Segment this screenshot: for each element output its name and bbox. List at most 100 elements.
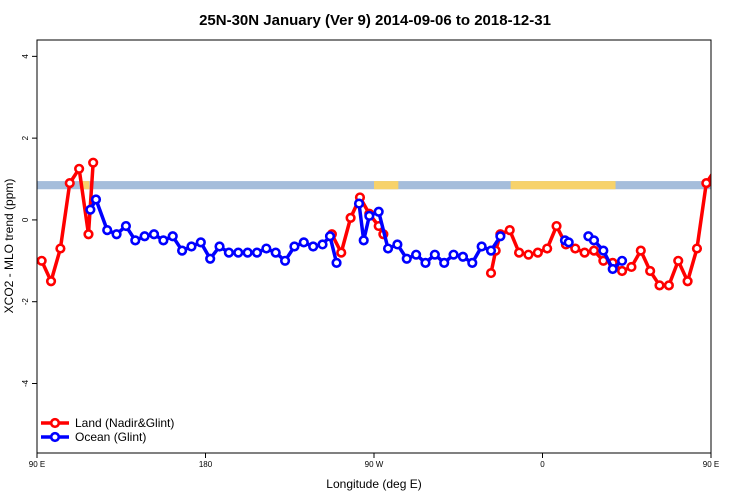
ocean-glint-point <box>139 231 150 242</box>
land-nadir-glint-point <box>721 230 729 238</box>
legend: Land (Nadir&Glint)Ocean (Glint) <box>41 416 174 444</box>
ocean-glint-point <box>195 237 206 248</box>
ocean-glint-point <box>411 249 422 260</box>
land-nadir-glint-point <box>570 243 581 254</box>
land-nadir-glint-point <box>64 178 75 189</box>
ocean-glint-point <box>607 263 618 275</box>
land-nadir-glint-point <box>88 157 99 168</box>
ocean-glint-point <box>308 241 319 252</box>
ocean-glint-point <box>251 247 263 258</box>
legend-marker-land-nadir-glint <box>49 417 61 429</box>
legend-label-ocean-glint: Ocean (Glint) <box>75 430 146 444</box>
ocean-glint-point <box>467 257 478 268</box>
land-nadir-glint-point <box>635 245 646 256</box>
x-tick-label: 90 E <box>29 460 45 469</box>
y-tick-label: -4 <box>21 379 30 387</box>
land-span-0 <box>80 181 90 190</box>
ocean-glint-line-segment <box>727 199 750 250</box>
legend-label-land-nadir-glint: Land (Nadir&Glint) <box>75 416 174 430</box>
land-nadir-glint-point <box>45 276 57 287</box>
chart-title: 25N-30N January (Ver 9) 2014-09-06 to 20… <box>199 12 551 29</box>
land-nadir-glint-point <box>55 243 66 254</box>
ocean-glint-point <box>158 235 169 246</box>
land-nadir-glint-point <box>710 166 711 171</box>
y-tick-label: 2 <box>21 135 30 140</box>
ocean-glint-point <box>476 241 487 252</box>
ocean-glint-point <box>563 237 574 248</box>
ocean-glint-point <box>616 255 628 266</box>
ocean-glint-point <box>598 245 609 256</box>
land-nadir-glint-point <box>579 247 590 258</box>
land-nadir-glint-point <box>726 159 734 167</box>
ocean-glint-point <box>167 231 178 242</box>
land-nadir-glint-point <box>504 225 515 236</box>
land-nadir-glint-point <box>626 261 637 273</box>
ocean-glint-point <box>186 241 197 252</box>
ocean-glint-point <box>205 253 216 264</box>
land-nadir-glint-point <box>37 255 47 266</box>
series-layer <box>37 157 750 291</box>
land-ocean-strip <box>37 181 711 190</box>
x-tick-label: 90 W <box>365 460 384 469</box>
ocean-glint-point <box>233 247 244 258</box>
ocean-glint-point <box>382 243 394 254</box>
land-nadir-glint-point <box>673 255 684 266</box>
land-nadir-glint-point <box>513 247 525 258</box>
ocean-glint-point <box>358 235 369 246</box>
land-nadir-glint-point <box>645 265 656 277</box>
x-tick-label: 180 <box>199 460 213 469</box>
y-axis-title: XCO2 - MLO trend (ppm) <box>2 179 16 314</box>
y-tick-label: -2 <box>21 298 30 306</box>
ocean-glint-point <box>270 247 281 258</box>
ocean-glint-point <box>740 226 748 234</box>
x-axis: 90 E 180 90 W 0 90 E <box>29 453 719 469</box>
ocean-glint-point <box>289 241 300 252</box>
land-span-2 <box>510 181 616 190</box>
x-tick-label: 0 <box>540 460 545 469</box>
ocean-glint-point <box>373 206 384 217</box>
ocean-glint-point <box>261 243 272 254</box>
land-nadir-glint-point <box>616 265 628 277</box>
ocean-glint-point <box>439 257 450 268</box>
ocean-glint-point <box>448 249 459 260</box>
x-tick-label: 90 E <box>703 460 719 469</box>
y-tick-label: 4 <box>21 54 30 59</box>
ocean-glint-line-segment <box>88 197 339 264</box>
ocean-glint-point <box>130 235 141 246</box>
ocean-glint-point <box>331 257 342 268</box>
ocean-glint-point <box>120 220 132 232</box>
ocean-glint-point <box>148 229 160 240</box>
ocean-glint-point <box>242 247 253 258</box>
ocean-glint-point <box>364 210 375 221</box>
ocean-glint-point <box>457 251 469 262</box>
ocean-glint-point <box>223 247 235 258</box>
land-nadir-glint-point <box>551 220 562 232</box>
ocean-glint-point <box>485 245 497 256</box>
y-axis: -4 -2 0 2 4 <box>21 54 37 387</box>
ocean-glint-point <box>279 255 291 266</box>
land-nadir-glint-point <box>691 243 703 254</box>
land-nadir-glint-point <box>532 247 543 258</box>
plot-frame <box>36 39 712 454</box>
legend-marker-ocean-glint <box>49 431 61 443</box>
land-nadir-glint-point <box>336 247 347 258</box>
ocean-glint-point <box>729 196 737 204</box>
ocean-glint-point <box>401 253 412 264</box>
land-nadir-glint-point <box>654 280 665 291</box>
ocean-glint-point <box>495 231 506 242</box>
ocean-glint-point <box>111 229 122 240</box>
ocean-glint-point <box>102 225 113 236</box>
ocean-glint-point <box>176 245 188 256</box>
land-span-1 <box>374 181 399 190</box>
land-nadir-glint-point <box>588 245 600 256</box>
land-nadir-glint-point <box>701 178 711 189</box>
land-nadir-glint-point <box>523 249 534 260</box>
ocean-glint-point <box>85 204 96 215</box>
land-nadir-glint-point <box>682 276 693 287</box>
ocean-glint-point <box>90 194 102 205</box>
ocean-glint-point <box>214 241 225 252</box>
land-nadir-glint-point <box>485 267 497 279</box>
ocean-glint-point <box>317 239 328 250</box>
land-nadir-glint-point <box>83 229 94 240</box>
